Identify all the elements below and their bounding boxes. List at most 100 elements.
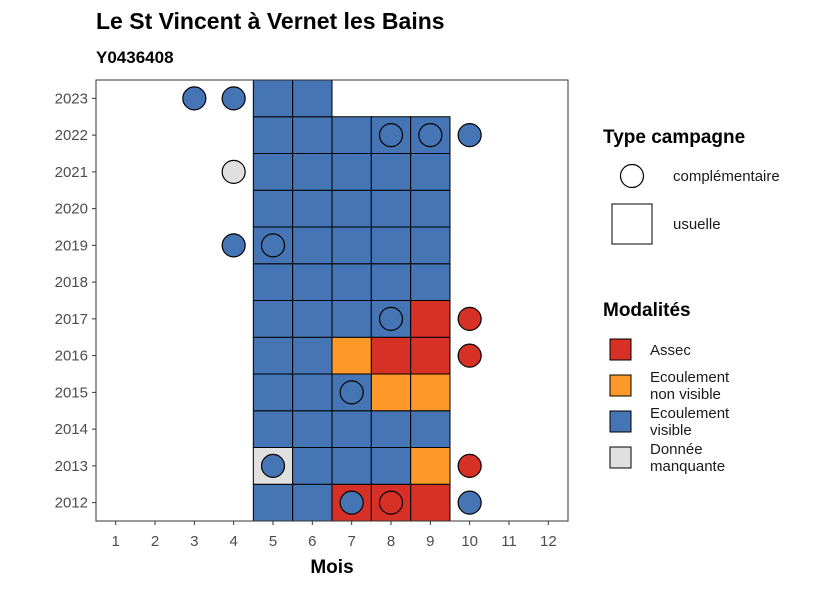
legend-fill-label: non visible <box>650 386 721 403</box>
y-tick-label: 2021 <box>55 164 88 181</box>
x-tick-label: 1 <box>111 533 119 550</box>
tile-2020-5 <box>252 189 294 228</box>
point-2021-4 <box>221 159 246 184</box>
x-tick-label: 5 <box>269 533 277 550</box>
tile-2019-7 <box>331 226 372 265</box>
tile-2023-6 <box>292 79 333 118</box>
legend-fill-title: Modalités <box>603 300 691 321</box>
tile-2012-9 <box>410 483 451 522</box>
tile-2022-9 <box>410 116 451 154</box>
y-tick-label: 2013 <box>55 458 88 475</box>
point-2019-5 <box>260 233 286 258</box>
tile-2013-6 <box>292 447 333 485</box>
y-tick-label: 2018 <box>55 274 88 291</box>
x-tick-label: 9 <box>426 533 434 550</box>
y-axis: 2012 2013 2014 2015 2016 2017 2018 2019 2020 2021… <box>55 90 96 512</box>
point-2019-4 <box>221 233 246 258</box>
plot-panel-border <box>95 79 569 522</box>
x-tick-label: 6 <box>308 533 316 550</box>
tile-2018-7 <box>331 263 372 301</box>
legend-fill-label: Assec <box>650 342 691 359</box>
legend-fill-key <box>609 410 632 433</box>
tile-2016-9 <box>410 336 451 375</box>
tile-2019-9 <box>410 226 451 265</box>
tile-2015-8 <box>370 373 412 412</box>
point-2015-7 <box>339 380 364 405</box>
legend-fill-label: Ecoulement <box>650 369 730 386</box>
tile-2014-5 <box>252 410 294 448</box>
tile-2022-7 <box>331 116 372 154</box>
tile-2013-9 <box>410 447 451 485</box>
x-tick-label: 2 <box>151 533 159 550</box>
tile-2022-6 <box>292 116 333 154</box>
x-tick-label: 12 <box>540 533 557 550</box>
tile-2017-7 <box>331 300 372 338</box>
legend-shape-label: usuelle <box>673 216 721 233</box>
tile-2019-8 <box>370 226 412 265</box>
y-tick-label: 2012 <box>55 495 88 512</box>
tile-2017-9 <box>410 300 451 338</box>
tile-2020-7 <box>331 189 372 228</box>
tile-2019-6 <box>292 226 333 265</box>
legend-shape-title: Type campagne <box>603 127 745 148</box>
x-axis-title: Mois <box>310 557 353 578</box>
legend-fill-key <box>609 338 632 361</box>
legend-fill-label: manquante <box>650 458 725 475</box>
tile-2016-7 <box>331 336 372 375</box>
tile-2014-9 <box>410 410 451 448</box>
tile-2013-7 <box>331 447 372 485</box>
point-2017-8 <box>378 306 404 331</box>
x-tick-label: 11 <box>501 533 517 550</box>
x-tick-label: 10 <box>461 533 478 550</box>
point-2013-10 <box>457 453 482 478</box>
legend-square-key <box>611 203 653 245</box>
tile-2015-9 <box>410 373 451 412</box>
y-tick-label: 2017 <box>55 311 88 328</box>
y-tick-label: 2016 <box>55 348 88 365</box>
y-tick-label: 2019 <box>55 237 88 254</box>
point-2022-8 <box>378 123 404 148</box>
tile-2018-9 <box>410 263 451 301</box>
x-tick-label: 7 <box>347 533 355 550</box>
point-2012-7 <box>339 490 364 515</box>
legend-fill-label: Donnée <box>650 441 703 458</box>
tile-2015-5 <box>252 373 294 412</box>
point-2012-10 <box>457 490 482 515</box>
point-2013-5 <box>260 453 286 478</box>
y-tick-label: 2022 <box>55 127 88 144</box>
chart-subtitle: Y0436408 <box>96 48 174 67</box>
y-tick-label: 2020 <box>55 201 88 218</box>
point-2023-3 <box>182 86 207 111</box>
x-tick-label: 3 <box>190 533 198 550</box>
tile-2016-5 <box>252 336 294 375</box>
x-tick-label: 4 <box>229 533 237 550</box>
tile-2014-6 <box>292 410 333 448</box>
tile-2012-6 <box>292 483 333 522</box>
legend-shape-label: complémentaire <box>673 168 780 185</box>
tile-2018-8 <box>370 263 412 301</box>
legend-fill-key <box>609 374 632 397</box>
x-axis: 1 2 3 4 5 6 7 8 9 10 11 12 <box>111 521 557 550</box>
point-2016-10 <box>457 343 482 368</box>
legend-type-campagne: Type campagne complémentaire usuelle <box>603 127 780 245</box>
tile-2020-8 <box>370 189 412 228</box>
tile-2015-6 <box>292 373 333 412</box>
point-2022-10 <box>457 123 482 148</box>
tile-2021-5 <box>252 153 294 191</box>
tile-2020-9 <box>410 189 451 228</box>
tile-2016-8 <box>370 336 412 375</box>
tile-2017-6 <box>292 300 333 338</box>
complementaire-circles <box>182 86 482 515</box>
point-2012-8 <box>378 490 404 515</box>
legend-fill-key <box>609 446 632 469</box>
y-tick-label: 2023 <box>55 90 88 107</box>
tile-2023-5 <box>252 79 294 118</box>
tile-2018-6 <box>292 263 333 301</box>
tile-2021-8 <box>370 153 412 191</box>
chart-title: Le St Vincent à Vernet les Bains <box>96 8 445 34</box>
legend-fill-label: visible <box>650 422 692 439</box>
y-tick-label: 2015 <box>55 384 88 401</box>
tile-2014-8 <box>370 410 412 448</box>
tile-2013-8 <box>370 447 412 485</box>
